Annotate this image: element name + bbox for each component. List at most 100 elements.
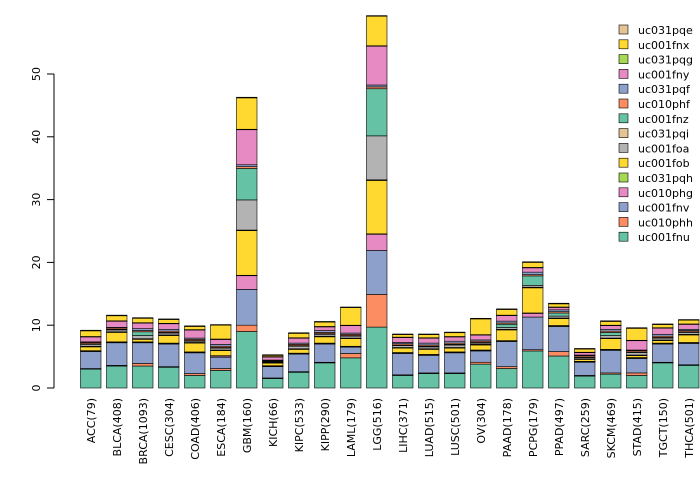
- bar-segment: [366, 15, 388, 47]
- x-tick-label: SARC(259): [579, 398, 592, 457]
- bar-stack: [288, 332, 310, 389]
- y-tick-label: 40: [30, 130, 43, 144]
- bar-segment: [574, 375, 596, 389]
- bar-segment: [652, 343, 674, 363]
- y-axis: 0 10 20 30 40 50: [30, 67, 55, 392]
- bar-segment: [600, 338, 622, 350]
- bar-stack: [262, 354, 284, 389]
- legend-swatch: [618, 39, 629, 50]
- bar-segment: [678, 334, 700, 343]
- legend-swatch: [618, 83, 629, 94]
- legend-item: uc010phg: [618, 187, 693, 200]
- bar-segment: [106, 365, 128, 389]
- bar-segment: [574, 361, 596, 376]
- x-tick-label: LAML(179): [345, 398, 358, 457]
- bar-stack: [392, 333, 414, 389]
- bar-segment: [288, 332, 310, 334]
- bar-segment: [652, 327, 674, 335]
- y-tick-label: 30: [30, 193, 43, 207]
- bar-segment: [600, 320, 622, 322]
- bar-segment: [132, 317, 154, 319]
- bar-segment: [106, 314, 128, 317]
- bar-segment: [314, 362, 336, 389]
- bar-segment: [470, 363, 492, 389]
- bar-segment: [366, 15, 388, 17]
- bar-segment: [236, 168, 258, 201]
- bar-segment: [496, 315, 518, 322]
- bar-stacks: [80, 15, 700, 389]
- bar-segment: [522, 267, 544, 273]
- x-tick-label: LIHC(371): [397, 398, 410, 453]
- x-tick-label: CESC(304): [163, 398, 176, 457]
- bar-segment: [132, 363, 154, 367]
- bar-segment: [678, 365, 700, 389]
- legend-swatch: [618, 98, 629, 109]
- bar-stack: [210, 324, 232, 389]
- bar-segment: [444, 347, 466, 353]
- x-tick-label: PAAD(178): [501, 398, 514, 457]
- legend-label: uc001fnu: [638, 231, 690, 244]
- bar-segment: [262, 378, 284, 389]
- bar-segment: [678, 319, 700, 321]
- bar-segment: [132, 331, 154, 336]
- bar-segment: [184, 325, 206, 327]
- x-tick-label: SKCM(469): [605, 398, 618, 458]
- bar-segment: [366, 45, 388, 86]
- bar-segment: [340, 325, 362, 334]
- bar-segment: [470, 350, 492, 363]
- bar-segment: [626, 358, 648, 374]
- bar-segment: [236, 275, 258, 290]
- bar-segment: [288, 337, 310, 344]
- legend-item: uc010phf: [618, 98, 691, 111]
- y-tick-label: 20: [30, 255, 43, 269]
- legend-item: uc001fny: [618, 68, 690, 81]
- bar-segment: [548, 318, 570, 326]
- bar-segment: [288, 345, 310, 350]
- bar-segment: [444, 331, 466, 334]
- bar-segment: [574, 348, 596, 353]
- y-tick-label: 10: [30, 318, 43, 332]
- bar-stack: [314, 321, 336, 389]
- legend-item: uc031pqi: [618, 128, 689, 141]
- bar-segment: [444, 336, 466, 342]
- bar-stack: [548, 302, 570, 389]
- bar-segment: [652, 362, 674, 389]
- bar-segment: [366, 180, 388, 235]
- bar-segment: [340, 307, 362, 326]
- bar-segment: [522, 350, 544, 389]
- x-tick-label: STAD(415): [631, 398, 644, 456]
- bar-segment: [80, 329, 102, 332]
- x-tick-label: THCA(501): [683, 398, 696, 459]
- x-tick-label: BLCA(408): [111, 398, 124, 456]
- bar-segment: [392, 333, 414, 335]
- bar-segment: [470, 344, 492, 351]
- x-tick-label: PCPG(179): [527, 398, 540, 457]
- legend-label: uc001fny: [638, 68, 690, 81]
- x-tick-label: PPAD(497): [553, 398, 566, 456]
- bar-segment: [522, 262, 544, 268]
- bar-segment: [314, 321, 336, 323]
- bar-segment: [522, 261, 544, 263]
- bar-segment: [184, 326, 206, 330]
- bar-segment: [392, 353, 414, 376]
- bar-segment: [106, 342, 128, 366]
- legend-label: uc031pqh: [638, 172, 693, 185]
- bar-stack: [80, 329, 102, 389]
- legend-item: uc031pqe: [618, 24, 693, 37]
- x-tick-label: ESCA(184): [215, 398, 228, 457]
- bar-segment: [522, 316, 544, 351]
- legend-swatch: [618, 187, 629, 198]
- bar-segment: [392, 334, 414, 338]
- bar-segment: [548, 326, 570, 352]
- bar-segment: [496, 323, 518, 328]
- bar-segment: [444, 344, 466, 348]
- bar-segment: [444, 332, 466, 337]
- x-tick-label: KIPP(290): [319, 398, 332, 451]
- legend-swatch: [618, 113, 629, 124]
- bar-segment: [366, 233, 388, 251]
- bar-segment: [600, 335, 622, 339]
- bar-stack: [444, 331, 466, 389]
- bar-segment: [132, 365, 154, 389]
- bar-segment: [366, 250, 388, 295]
- legend-item: uc001fnv: [618, 202, 690, 215]
